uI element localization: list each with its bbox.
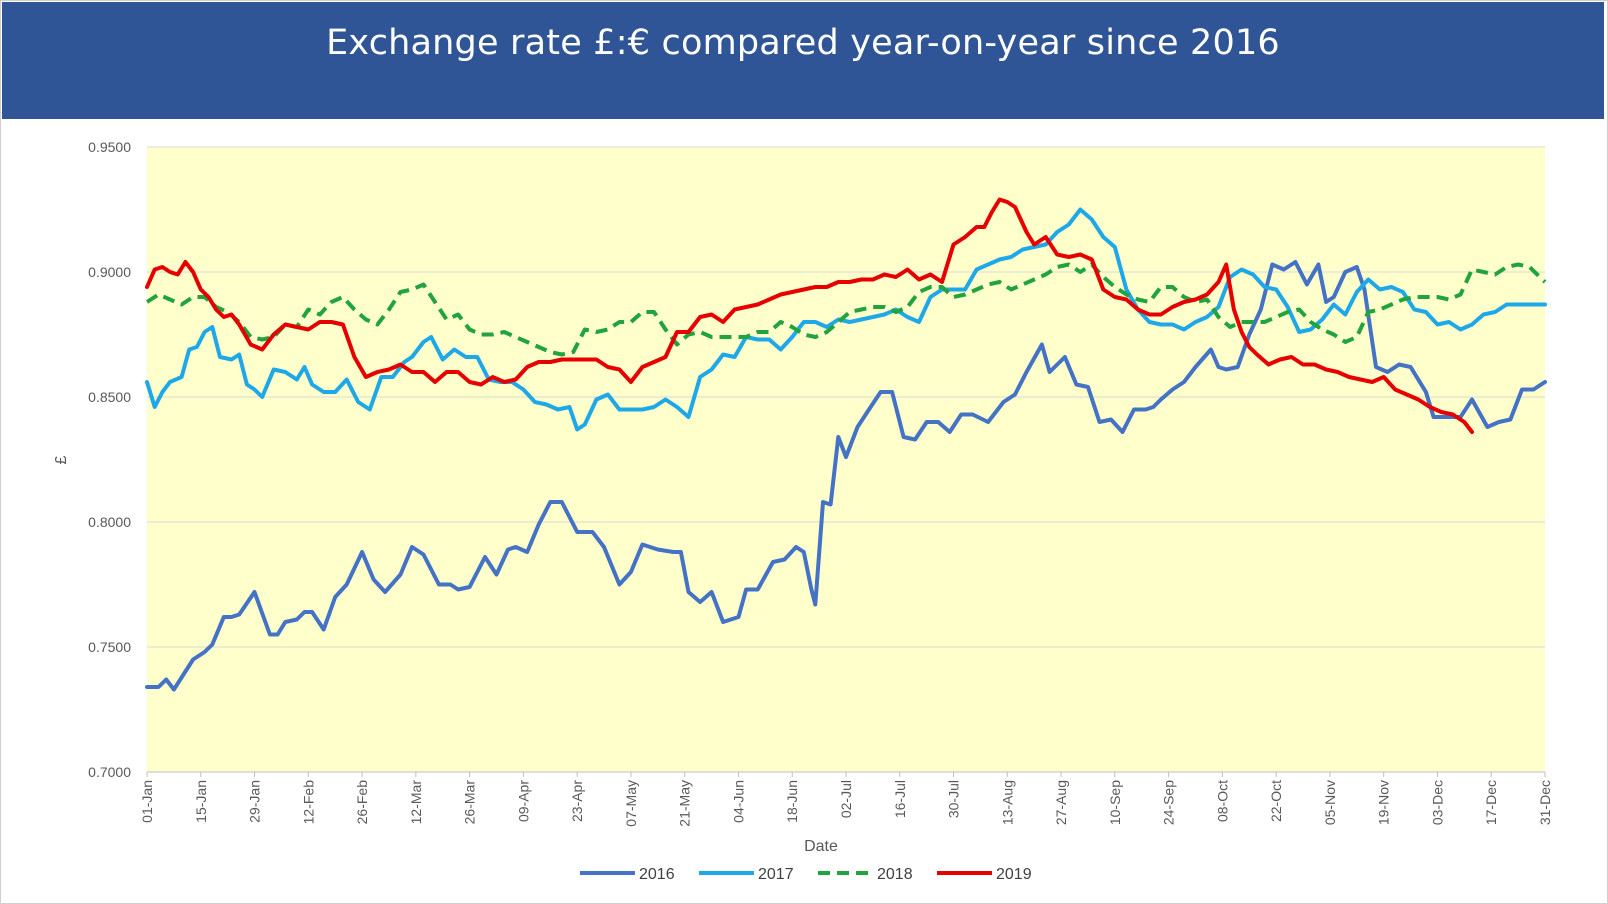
- x-tick-label: 22-Oct: [1268, 780, 1284, 822]
- x-tick-label: 01-Jan: [139, 780, 155, 823]
- x-tick-label: 08-Oct: [1214, 780, 1230, 822]
- title-bar: Exchange rate £:€ compared year-on-year …: [2, 2, 1604, 119]
- y-tick-label: 0.8000: [88, 514, 131, 530]
- legend-label-2016: 2016: [639, 866, 675, 883]
- y-tick-label: 0.7000: [88, 764, 131, 780]
- x-tick-label: 12-Mar: [408, 780, 424, 825]
- x-tick-label: 15-Jan: [193, 780, 209, 823]
- x-tick-label: 26-Feb: [354, 780, 370, 825]
- x-tick-label: 18-Jun: [784, 780, 800, 823]
- x-axis-title: Date: [804, 838, 838, 855]
- x-tick-label: 21-May: [677, 780, 693, 827]
- y-axis-ticks: 0.7000 0.7500 0.8000 0.8500 0.9000 0.9500: [88, 139, 131, 780]
- series-line-2017: [145, 207, 1547, 432]
- x-tick-label: 24-Sep: [1161, 780, 1177, 825]
- x-tick-label: 19-Nov: [1376, 780, 1392, 825]
- x-tick-label: 03-Dec: [1429, 780, 1445, 825]
- x-tick-label: 13-Aug: [999, 780, 1015, 825]
- x-tick-label: 05-Nov: [1322, 780, 1338, 825]
- x-tick-label: 16-Jul: [892, 780, 908, 818]
- legend-label-2017: 2017: [758, 866, 794, 883]
- series-line-2019: [145, 197, 1474, 434]
- y-axis-title: £: [53, 455, 70, 464]
- x-tick-label: 12-Feb: [300, 780, 316, 825]
- series-lines: [145, 197, 1547, 692]
- x-tick-label: 23-Apr: [569, 780, 585, 822]
- x-tick-label: 10-Sep: [1107, 780, 1123, 825]
- x-tick-label: 27-Aug: [1053, 780, 1069, 825]
- y-tick-label: 0.9500: [88, 139, 131, 155]
- x-tick-label: 02-Jul: [838, 780, 854, 818]
- x-tick-label: 09-Apr: [515, 780, 531, 822]
- legend: 2016 2017 2018 2019: [580, 866, 1032, 883]
- y-tick-label: 0.7500: [88, 639, 131, 655]
- chart-title: Exchange rate £:€ compared year-on-year …: [326, 22, 1280, 63]
- x-axis-ticks: 01-Jan 15-Jan 29-Jan 12-Feb 26-Feb 12-Mar 26-M…: [139, 772, 1553, 827]
- gridlines: [147, 146, 1545, 648]
- y-tick-label: 0.9000: [88, 264, 131, 280]
- y-tick-label: 0.8500: [88, 389, 131, 405]
- x-tick-label: 29-Jan: [247, 780, 263, 823]
- plot-area: [147, 147, 1545, 772]
- x-tick-label: 04-Jun: [730, 780, 746, 823]
- x-tick-label: 31-Dec: [1537, 780, 1553, 825]
- x-tick-label: 07-May: [623, 780, 639, 827]
- series-line-2018: [145, 262, 1547, 357]
- series-line-2016: [145, 260, 1547, 692]
- x-tick-label: 30-Jul: [946, 780, 962, 818]
- legend-label-2018: 2018: [877, 866, 913, 883]
- legend-label-2019: 2019: [996, 866, 1032, 883]
- x-tick-label: 26-Mar: [462, 780, 478, 825]
- x-tick-label: 17-Dec: [1483, 780, 1499, 825]
